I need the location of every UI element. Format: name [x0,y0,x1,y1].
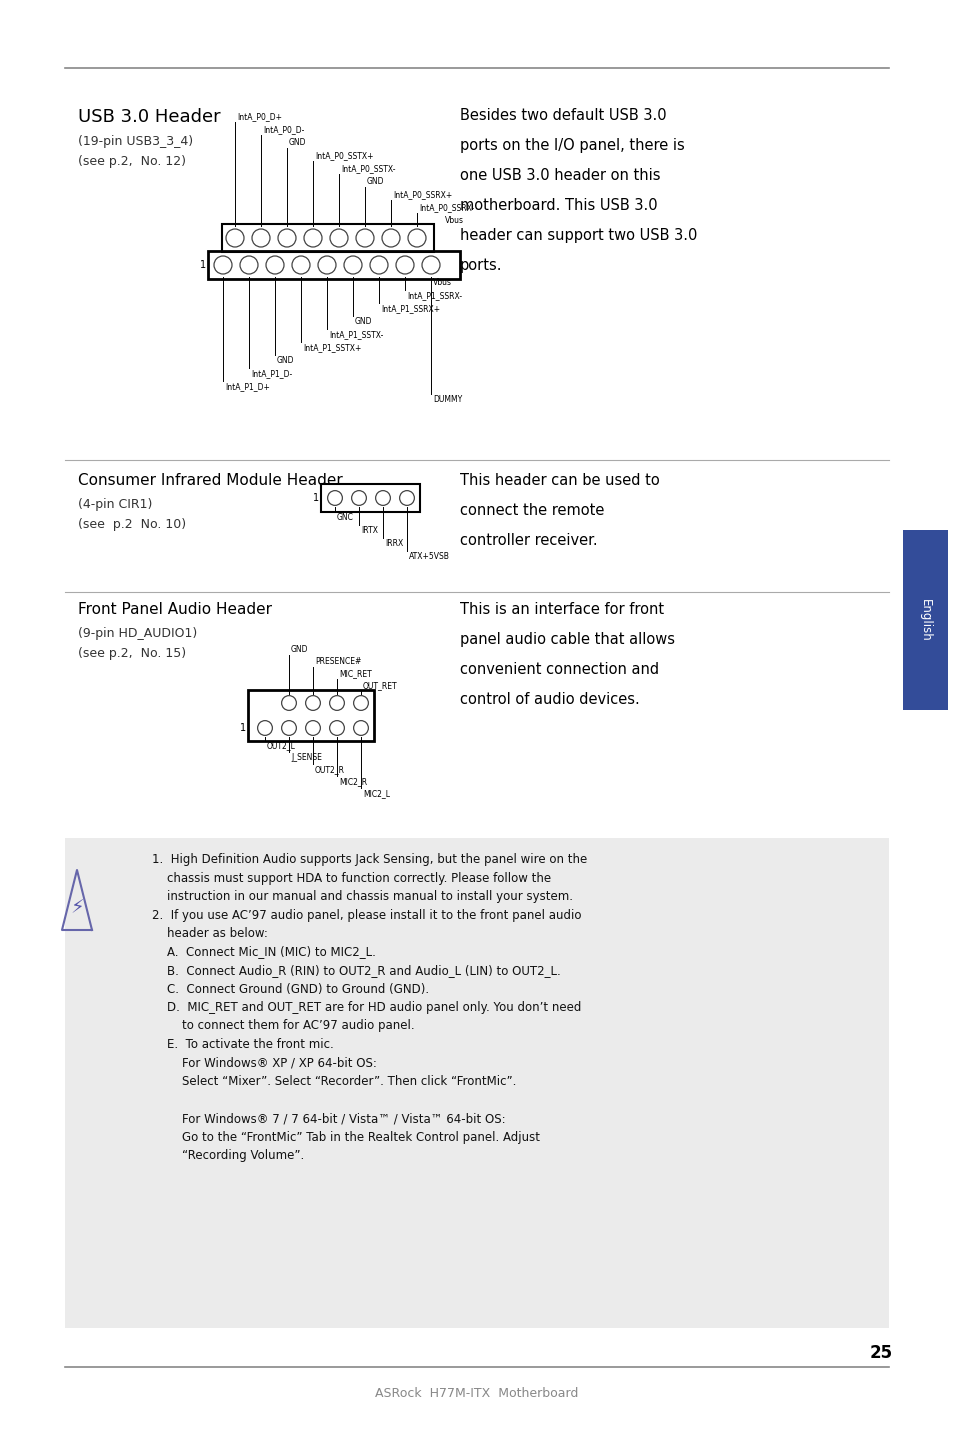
Text: OUT2_L: OUT2_L [267,740,295,750]
Text: IntA_P0_D-: IntA_P0_D- [263,125,304,135]
Text: panel audio cable that allows: panel audio cable that allows [459,632,675,647]
Text: (see  p.2  No. 10): (see p.2 No. 10) [78,518,186,531]
Text: chassis must support HDA to function correctly. Please follow the: chassis must support HDA to function cor… [152,872,551,885]
Text: controller receiver.: controller receiver. [459,533,597,548]
Text: GND: GND [367,178,384,186]
Bar [208,251,459,279]
Text: ATX+5VSB: ATX+5VSB [409,551,450,561]
Text: IntA_P0_SSTX-: IntA_P0_SSTX- [340,165,395,173]
Text: IntA_P0_SSRX-: IntA_P0_SSRX- [418,203,474,212]
Text: (see p.2,  No. 12): (see p.2, No. 12) [78,155,186,168]
Bar [248,690,374,740]
Text: GND: GND [355,316,372,326]
Text: 1: 1 [313,493,318,503]
Text: GNC: GNC [336,513,354,523]
Text: IntA_P1_SSTX+: IntA_P1_SSTX+ [303,344,361,352]
Text: USB 3.0 Header: USB 3.0 Header [78,107,220,126]
Text: IntA_P1_SSRX+: IntA_P1_SSRX+ [380,304,439,314]
Text: (9-pin HD_AUDIO1): (9-pin HD_AUDIO1) [78,627,197,640]
Text: This header can be used to: This header can be used to [459,473,659,488]
Text: IRRX: IRRX [385,538,403,548]
Text: For Windows® XP / XP 64-bit OS:: For Windows® XP / XP 64-bit OS: [152,1057,376,1070]
Text: 1: 1 [200,261,206,271]
Text: MIC2_R: MIC2_R [338,778,367,786]
Text: Besides two default USB 3.0: Besides two default USB 3.0 [459,107,666,123]
Text: This is an interface for front: This is an interface for front [459,601,663,617]
Text: motherboard. This USB 3.0: motherboard. This USB 3.0 [459,198,657,213]
Text: PRESENCE#: PRESENCE# [314,657,361,666]
Text: GND: GND [291,644,308,654]
Text: D.  MIC_RET and OUT_RET are for HD audio panel only. You don’t need: D. MIC_RET and OUT_RET are for HD audio … [152,1001,580,1014]
Text: OUT_RET: OUT_RET [363,682,397,690]
Text: 25: 25 [869,1345,892,1362]
Text: A.  Connect Mic_IN (MIC) to MIC2_L.: A. Connect Mic_IN (MIC) to MIC2_L. [152,945,375,958]
Text: 2.  If you use AC’97 audio panel, please install it to the front panel audio: 2. If you use AC’97 audio panel, please … [152,908,581,922]
Text: OUT2_R: OUT2_R [314,765,345,775]
Text: (4-pin CIR1): (4-pin CIR1) [78,498,152,511]
Text: IntA_P1_D+: IntA_P1_D+ [225,382,270,391]
Text: English: English [918,599,930,642]
Text: control of audio devices.: control of audio devices. [459,692,639,707]
Text: Vbus: Vbus [433,278,452,286]
Text: Front Panel Audio Header: Front Panel Audio Header [78,601,272,617]
Text: “Recording Volume”.: “Recording Volume”. [152,1148,304,1161]
Text: Go to the “FrontMic” Tab in the Realtek Control panel. Adjust: Go to the “FrontMic” Tab in the Realtek … [152,1130,539,1144]
Bar [902,530,947,710]
Text: convenient connection and: convenient connection and [459,662,659,677]
Text: MIC2_L: MIC2_L [363,789,390,798]
Text: (see p.2,  No. 15): (see p.2, No. 15) [78,647,186,660]
Text: connect the remote: connect the remote [459,503,604,518]
Text: J_SENSE: J_SENSE [291,753,321,762]
Text: one USB 3.0 header on this: one USB 3.0 header on this [459,168,659,183]
Text: IntA_P0_SSRX+: IntA_P0_SSRX+ [393,190,452,199]
Text: header as below:: header as below: [152,927,268,939]
Text: GND: GND [276,357,294,365]
Text: (19-pin USB3_3_4): (19-pin USB3_3_4) [78,135,193,147]
Text: ports.: ports. [459,258,502,274]
Text: 1: 1 [239,723,246,733]
Text: IntA_P0_D+: IntA_P0_D+ [236,112,282,120]
Text: IRTX: IRTX [360,526,377,536]
Text: instruction in our manual and chassis manual to install your system.: instruction in our manual and chassis ma… [152,891,573,904]
Text: DUMMY: DUMMY [433,395,462,404]
Text: For Windows® 7 / 7 64-bit / Vista™ / Vista™ 64-bit OS:: For Windows® 7 / 7 64-bit / Vista™ / Vis… [152,1113,505,1126]
Text: ASRock  H77M-ITX  Motherboard: ASRock H77M-ITX Motherboard [375,1388,578,1400]
Text: ports on the I/O panel, there is: ports on the I/O panel, there is [459,137,684,153]
Text: B.  Connect Audio_R (RIN) to OUT2_R and Audio_L (LIN) to OUT2_L.: B. Connect Audio_R (RIN) to OUT2_R and A… [152,964,560,977]
Bar [320,484,419,513]
Text: ⚡: ⚡ [71,898,84,918]
Text: Select “Mixer”. Select “Recorder”. Then click “FrontMic”.: Select “Mixer”. Select “Recorder”. Then … [152,1075,516,1088]
Text: 1.  High Definition Audio supports Jack Sensing, but the panel wire on the: 1. High Definition Audio supports Jack S… [152,853,587,866]
Text: GND: GND [289,137,306,147]
Text: E.  To activate the front mic.: E. To activate the front mic. [152,1038,334,1051]
Text: to connect them for AC’97 audio panel.: to connect them for AC’97 audio panel. [152,1020,415,1032]
Text: MIC_RET: MIC_RET [338,669,372,677]
Text: Vbus: Vbus [444,216,463,225]
Bar [222,223,434,252]
Text: IntA_P1_D-: IntA_P1_D- [251,369,292,378]
Text: Consumer Infrared Module Header: Consumer Infrared Module Header [78,473,342,488]
Text: IntA_P0_SSTX+: IntA_P0_SSTX+ [314,150,374,160]
Text: C.  Connect Ground (GND) to Ground (GND).: C. Connect Ground (GND) to Ground (GND). [152,982,429,995]
Text: IntA_P1_SSTX-: IntA_P1_SSTX- [329,329,383,339]
Text: IntA_P1_SSRX-: IntA_P1_SSRX- [407,291,461,299]
Bar [65,838,888,1327]
Text: header can support two USB 3.0: header can support two USB 3.0 [459,228,697,243]
